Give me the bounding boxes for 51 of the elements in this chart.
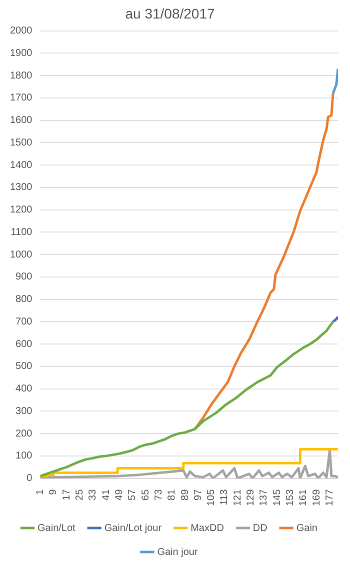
x-tick-label: 145 (272, 488, 283, 506)
y-tick-label: 1500 (10, 137, 33, 148)
legend-label: Gain/Lot jour (104, 522, 162, 534)
legend-label: Gain (296, 522, 318, 534)
x-tick-label: 153 (285, 488, 296, 506)
y-tick-label: 1700 (10, 92, 33, 104)
x-tick-label: 121 (232, 488, 244, 506)
x-tick-label: 177 (324, 488, 336, 506)
y-tick-label: 200 (16, 428, 33, 440)
x-tick-label: 113 (219, 488, 230, 506)
y-tick-label: 1900 (10, 48, 33, 59)
y-tick-label: 500 (16, 361, 33, 372)
x-tick-label: 89 (180, 488, 191, 500)
y-tick-label: 700 (16, 316, 33, 328)
x-tick-label: 137 (258, 488, 270, 506)
x-tick-label: 97 (192, 488, 204, 500)
y-tick-label: 1200 (10, 204, 33, 216)
y-tick-label: 1300 (10, 182, 33, 194)
x-tick-label: 105 (206, 488, 218, 506)
x-tick-label: 49 (114, 488, 125, 500)
legend-label: MaxDD (190, 522, 224, 534)
x-tick-label: 41 (100, 488, 112, 500)
x-tick-label: 161 (298, 488, 310, 506)
y-tick-label: 600 (16, 338, 33, 350)
y-tick-label: 300 (16, 406, 33, 417)
legend-label: Gain/Lot (38, 522, 76, 534)
x-tick-label: 81 (166, 488, 178, 500)
chart-title: au 31/08/2017 (125, 5, 215, 22)
x-tick-label: 1 (34, 488, 46, 495)
x-tick-label: 9 (48, 488, 60, 495)
y-tick-label: 100 (16, 450, 33, 462)
x-tick-label: 17 (61, 488, 72, 500)
legend-label: DD (252, 522, 268, 534)
x-tick-label: 33 (88, 488, 99, 500)
y-tick-label: 900 (16, 272, 33, 283)
legend-label: Gain jour (157, 546, 198, 558)
y-tick-label: 800 (16, 294, 33, 306)
x-tick-label: 73 (153, 488, 164, 500)
y-tick-label: 1600 (10, 115, 33, 126)
x-tick-label: 129 (246, 488, 257, 506)
y-tick-label: 1100 (10, 226, 33, 238)
x-tick-label: 57 (127, 488, 138, 500)
y-tick-label: 1400 (10, 160, 33, 171)
y-tick-label: 1800 (10, 70, 33, 82)
y-tick-label: 1000 (10, 249, 33, 260)
y-tick-label: 2000 (10, 26, 33, 37)
x-tick-label: 169 (311, 488, 322, 506)
x-tick-label: 25 (74, 488, 86, 500)
y-tick-label: 0 (26, 473, 33, 484)
y-tick-label: 400 (16, 384, 33, 395)
x-tick-label: 65 (140, 488, 152, 500)
